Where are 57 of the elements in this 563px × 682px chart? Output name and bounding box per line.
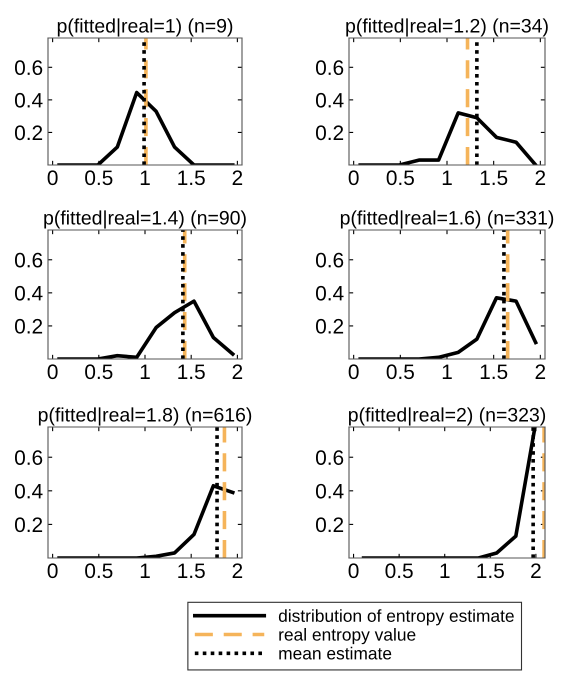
x-tick-label: 1.5 — [178, 170, 205, 186]
y-tick-label: 0.2 — [14, 318, 42, 334]
chart-title: p(fitted|real=2) (n=323) — [348, 407, 546, 426]
y-tick-label: 0.6 — [14, 252, 42, 268]
x-tick-label: 2 — [536, 170, 546, 185]
y-tick-label: 0.2 — [316, 125, 344, 140]
x-tick-label: 0.5 — [85, 563, 112, 578]
y-tick-label: 0.6 — [316, 60, 344, 76]
x-tick-label: 0 — [48, 364, 58, 380]
chart-title: p(fitted|real=1.6) (n=331) — [340, 210, 554, 229]
x-tick-label: 0.5 — [386, 364, 414, 380]
x-tick-label: 0 — [348, 170, 359, 186]
x-tick-label: 1 — [442, 364, 452, 379]
x-tick-label: 1 — [440, 564, 450, 578]
x-tick-label: 0 — [48, 170, 58, 186]
y-tick-label: 0.4 — [316, 92, 344, 108]
x-tick-label: 0 — [348, 364, 359, 380]
chart-title: p(fitted|real=1.8) (n=616) — [38, 407, 252, 426]
x-tick-label: 1 — [140, 364, 150, 379]
x-tick-label: 1 — [140, 170, 150, 185]
y-tick-label: 0.2 — [14, 517, 42, 532]
x-tick-label: 1 — [140, 564, 150, 578]
x-tick-label: 2 — [232, 170, 242, 185]
x-tick-label: 0.5 — [385, 563, 413, 578]
legend-label: mean estimate — [279, 646, 392, 660]
y-tick-label: 0.6 — [316, 252, 344, 268]
y-tick-label: 0.6 — [316, 450, 344, 465]
y-tick-label: 0.4 — [14, 484, 43, 499]
x-tick-label: 0.5 — [85, 170, 112, 186]
y-tick-label: 0.6 — [14, 450, 42, 465]
x-tick-label: 2 — [536, 364, 546, 379]
y-tick-label: 0.2 — [14, 125, 42, 140]
legend-label: distribution of entropy estimate — [278, 609, 514, 626]
x-tick-label: 0 — [48, 563, 58, 578]
x-tick-label: 2 — [232, 563, 242, 578]
legend-label: real entropy value — [279, 628, 416, 644]
y-tick-label: 0.4 — [316, 286, 344, 301]
chart-title: p(fitted|real=1.2) (n=34) — [346, 18, 548, 37]
x-tick-label: 2 — [232, 364, 242, 379]
x-tick-label: 0 — [348, 563, 359, 578]
x-tick-label: 0.5 — [85, 364, 112, 380]
y-tick-label: 0.4 — [14, 286, 43, 301]
x-tick-label: 1.5 — [480, 170, 508, 186]
x-tick-label: 0.5 — [386, 170, 414, 186]
x-tick-label: 1 — [442, 170, 452, 185]
y-tick-label: 0.4 — [316, 484, 344, 499]
y-tick-label: 0.4 — [14, 92, 43, 108]
x-tick-label: 1.5 — [480, 364, 508, 380]
y-tick-label: 0.2 — [316, 517, 344, 532]
y-tick-label: 0.2 — [316, 318, 344, 334]
x-tick-label: 1.5 — [178, 364, 205, 380]
chart-title: p(fitted|real=1.4) (n=90) — [44, 210, 246, 229]
chart-title: p(fitted|real=1) (n=9) — [58, 18, 232, 37]
x-tick-label: 1.5 — [178, 564, 205, 578]
y-tick-label: 0.6 — [14, 60, 42, 76]
x-tick-label: 2 — [531, 563, 541, 578]
x-tick-label: 1.5 — [477, 564, 504, 578]
